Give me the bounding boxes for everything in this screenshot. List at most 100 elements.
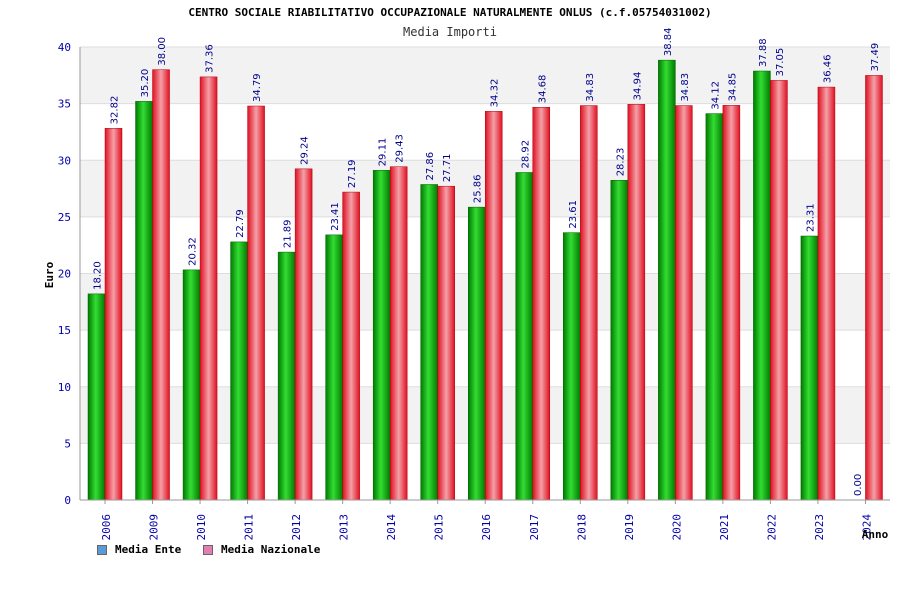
x-tick-label: 2015: [433, 514, 446, 541]
bar-media-ente: [372, 170, 391, 501]
data-label: 38.00: [157, 37, 168, 66]
bar-media-nazionale: [104, 128, 123, 501]
data-label: 38.84: [663, 27, 674, 56]
bar-media-nazionale: [722, 105, 741, 501]
bar-media-nazionale: [580, 105, 598, 501]
bar-media-nazionale: [484, 111, 503, 501]
x-tick-label: 2019: [623, 514, 636, 541]
x-tick-label: 2017: [528, 514, 541, 541]
x-tick-label: 2021: [718, 514, 731, 541]
data-label: 29.11: [378, 138, 389, 167]
data-label: 28.92: [520, 140, 531, 169]
bar-media-ente: [705, 113, 724, 501]
x-tick-label: 2011: [243, 514, 256, 541]
bar-media-ente: [610, 180, 629, 501]
y-tick-label: 5: [64, 437, 71, 450]
bar-media-nazionale: [770, 80, 788, 501]
data-label: 28.23: [615, 148, 626, 177]
data-label: 29.24: [300, 136, 311, 165]
x-tick-label: 2016: [480, 514, 493, 541]
data-label: 34.83: [585, 73, 596, 102]
y-tick-label: 25: [58, 211, 71, 224]
legend-swatch-nazionale: [203, 544, 213, 555]
data-label: 34.79: [252, 73, 263, 102]
data-label: 27.19: [347, 159, 358, 188]
data-label: 34.12: [710, 81, 721, 110]
x-tick-label: 2010: [195, 514, 208, 541]
data-label: 29.43: [395, 134, 406, 163]
bar-media-nazionale: [865, 75, 883, 501]
data-label: 27.86: [425, 152, 436, 181]
bar-media-nazionale: [817, 86, 836, 501]
y-tick-label: 40: [58, 41, 71, 54]
data-label: 18.20: [93, 261, 104, 290]
x-tick-label: 2006: [100, 514, 113, 541]
data-label: 34.85: [727, 73, 738, 102]
data-label: 32.82: [110, 96, 121, 125]
bar-media-nazionale: [389, 166, 408, 501]
bar-media-nazionale: [437, 185, 455, 501]
bar-media-ente: [563, 232, 581, 501]
bar-media-ente: [800, 235, 819, 501]
data-label: 23.41: [330, 202, 341, 231]
data-label: 37.36: [205, 44, 216, 73]
data-label: 34.68: [537, 75, 548, 104]
bar-media-ente: [135, 101, 153, 501]
x-tick-label: 2012: [290, 514, 303, 541]
data-label: 34.83: [680, 73, 691, 102]
y-tick-label: 10: [58, 381, 71, 394]
data-label: 35.20: [140, 69, 151, 98]
chart-title: CENTRO SOCIALE RIABILITATIVO OCCUPAZIONA…: [188, 6, 712, 19]
bar-media-nazionale: [342, 191, 360, 501]
bar-media-nazionale: [199, 76, 218, 501]
x-axis-label: Anno: [862, 528, 889, 541]
legend-label-ente: Media Ente: [115, 543, 182, 556]
data-label: 0.00: [853, 474, 864, 496]
data-label: 27.71: [442, 154, 453, 183]
data-label: 34.94: [632, 72, 643, 101]
legend-item-ente: Media Ente: [97, 543, 181, 556]
y-tick-label: 0: [64, 494, 71, 507]
x-tick-label: 2018: [575, 514, 588, 541]
bar-media-ente: [658, 59, 676, 501]
y-tick-label: 35: [58, 98, 71, 111]
y-tick-label: 20: [58, 268, 71, 281]
data-label: 34.32: [490, 79, 501, 108]
y-tick-label: 30: [58, 154, 71, 167]
data-label: 22.79: [235, 209, 246, 238]
x-tick-label: 2009: [148, 514, 161, 541]
legend-item-nazionale: Media Nazionale: [203, 543, 320, 556]
x-tick-label: 2024: [860, 514, 873, 541]
axes-group: 0 5 10 15 20 25 30 35 40 2006 2009 2010 2011 2012 2013…: [58, 41, 890, 541]
bar-media-nazionale: [247, 105, 265, 501]
y-axis-label: Euro: [43, 261, 56, 288]
x-tick-label: 2022: [765, 514, 778, 541]
chart-subtitle: Media Importi: [403, 25, 497, 39]
data-label: 25.86: [473, 174, 484, 203]
data-label: 23.61: [568, 200, 579, 229]
bar-media-ente: [467, 206, 486, 501]
legend-label-nazionale: Media Nazionale: [221, 543, 321, 556]
bar-media-ente: [325, 234, 343, 501]
bar-media-nazionale: [532, 106, 551, 501]
x-tick-label: 2023: [813, 514, 826, 541]
x-tick-label: 2020: [670, 514, 683, 541]
data-label: 37.49: [870, 43, 881, 72]
y-tick-label: 15: [58, 324, 71, 337]
bar-media-nazionale: [627, 104, 646, 501]
bar-media-ente: [87, 293, 106, 501]
data-label: 37.05: [775, 48, 786, 77]
data-label: 23.31: [805, 203, 816, 232]
x-tick-label: 2014: [385, 514, 398, 541]
data-label: 37.88: [758, 38, 769, 67]
bar-media-ente: [420, 184, 438, 501]
bar-media-nazionale: [294, 168, 313, 501]
bar-media-ente: [753, 70, 771, 501]
data-label: 36.46: [822, 54, 833, 83]
bar-media-nazionale: [152, 69, 170, 501]
x-tick-label: 2013: [338, 514, 351, 541]
bar-media-ente: [230, 241, 248, 501]
legend-swatch-ente: [97, 544, 107, 555]
data-label: 21.89: [283, 219, 294, 248]
